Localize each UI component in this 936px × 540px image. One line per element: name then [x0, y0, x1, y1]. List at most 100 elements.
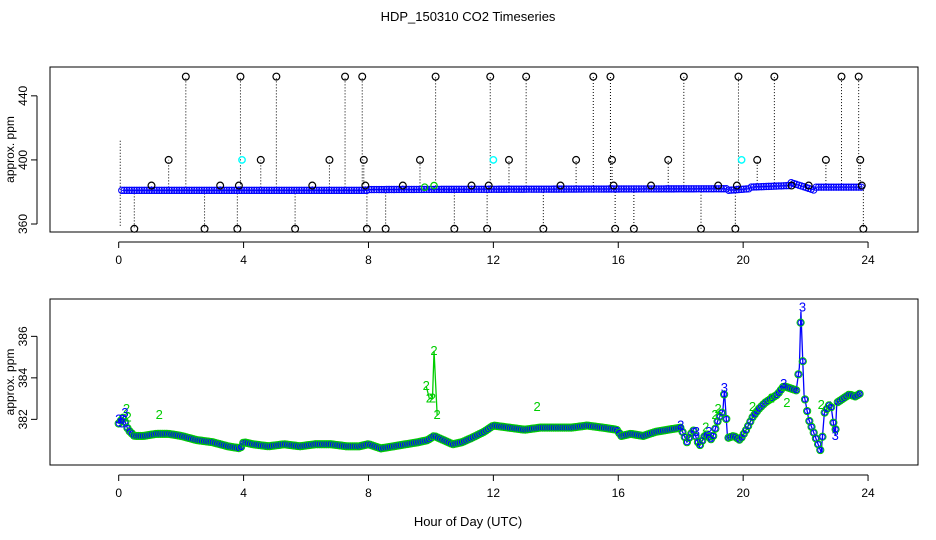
baseline-point [118, 186, 126, 195]
baseline-point [517, 185, 526, 193]
baseline-point [667, 185, 676, 193]
baseline-point [195, 186, 203, 195]
y-tick-label: 386 [16, 326, 30, 346]
baseline-point [320, 186, 328, 195]
baseline-point [183, 186, 191, 195]
flagged-point [732, 181, 741, 190]
baseline-point [178, 186, 186, 195]
flagged-point [753, 155, 762, 164]
baseline-point [682, 185, 691, 193]
baseline-point [630, 185, 638, 193]
baseline-point [307, 186, 316, 195]
baseline-point [163, 186, 171, 195]
baseline-point [457, 185, 466, 194]
baseline-point [455, 185, 463, 194]
baseline-point [582, 185, 591, 193]
series-point-halo [800, 395, 810, 404]
baseline-point [260, 186, 268, 195]
flagged-point [854, 72, 863, 81]
baseline-point [697, 185, 706, 193]
baseline-point [770, 182, 778, 190]
baseline-point [592, 185, 601, 193]
series-point [832, 426, 839, 433]
flagged-point [398, 181, 407, 190]
baseline-point [168, 186, 176, 195]
x-tick-label: 8 [365, 486, 372, 500]
baseline-point [565, 185, 573, 193]
baseline-point [148, 186, 156, 195]
flag3-label: 3 [705, 424, 712, 439]
baseline-point [852, 183, 860, 191]
baseline-point [602, 185, 611, 193]
flagged-point [483, 224, 492, 233]
baseline-point [290, 186, 298, 195]
baseline-point [335, 186, 343, 195]
baseline-point [145, 186, 153, 195]
baseline-point [637, 185, 646, 193]
baseline-point [670, 185, 678, 193]
flagged-point [606, 72, 615, 81]
baseline-point [817, 183, 825, 191]
baseline-point [450, 185, 458, 194]
baseline-point [742, 185, 750, 193]
baseline-point [720, 185, 728, 193]
baseline-point [467, 185, 476, 194]
baseline-point [507, 185, 516, 193]
flagged-point [572, 155, 581, 164]
baseline-point [277, 186, 286, 195]
x-tick-label: 12 [487, 486, 501, 500]
baseline-point [767, 182, 775, 190]
x-tick-label: 8 [365, 253, 372, 267]
series-point-halo [691, 432, 700, 441]
baseline-point [685, 185, 693, 193]
series-point-halo [689, 426, 698, 435]
flagged-point [325, 155, 334, 164]
baseline-point [188, 186, 196, 195]
series-point [797, 319, 804, 326]
flagged-point [467, 181, 476, 190]
flagged-point [589, 72, 598, 81]
series-point-halo [352, 442, 362, 451]
series-point-halo [711, 424, 720, 433]
baseline-point [410, 185, 418, 194]
baseline-point [432, 185, 441, 194]
baseline-point [577, 185, 586, 193]
baseline-point [257, 186, 266, 195]
baseline-point [512, 185, 521, 193]
baseline-point [185, 186, 193, 195]
flagged-point [291, 224, 300, 233]
flagged-point [233, 224, 242, 233]
baseline-point [822, 183, 830, 191]
y-tick-label: 360 [16, 214, 30, 234]
cyan-point [489, 156, 498, 164]
baseline-point [325, 186, 333, 195]
baseline-point [550, 185, 558, 193]
flagged-point [484, 181, 493, 190]
flag3-label: 3 [780, 376, 787, 391]
baseline-point [495, 185, 503, 193]
flagged-point [859, 224, 868, 233]
baseline-point [580, 185, 588, 193]
baseline-point [155, 186, 163, 195]
flagged-point [450, 224, 459, 233]
flagged-point [837, 72, 846, 81]
baseline-point [225, 186, 233, 195]
series-point-halo [796, 318, 805, 327]
flagged-point [415, 155, 424, 164]
baseline-point [540, 185, 548, 193]
baseline-point [590, 185, 598, 193]
baseline-point [660, 185, 668, 193]
baseline-point [400, 185, 408, 194]
baseline-point [153, 186, 161, 195]
flagged-point [608, 155, 617, 164]
baseline-point [640, 185, 648, 193]
series-point-halo [794, 370, 803, 379]
y-tick-label: 400 [16, 150, 30, 170]
baseline-point [475, 185, 483, 194]
flagged-point [714, 181, 723, 190]
flagged-point [770, 72, 779, 81]
baseline-point [160, 186, 168, 195]
baseline-point [370, 185, 378, 194]
baseline-point [407, 185, 416, 194]
